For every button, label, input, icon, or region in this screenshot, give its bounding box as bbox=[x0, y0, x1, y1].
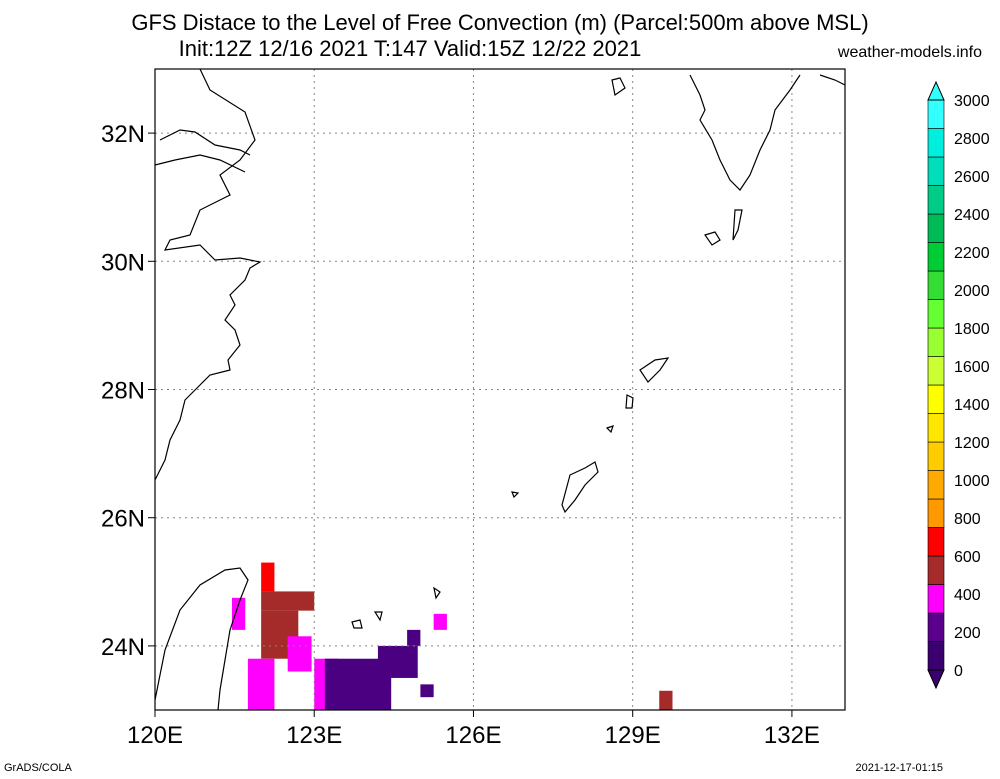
lon-tick-label: 129E bbox=[605, 722, 661, 749]
colorbar-label: 2400 bbox=[954, 207, 990, 224]
colorbar-swatch bbox=[927, 527, 945, 557]
colorbar-swatch bbox=[927, 185, 945, 215]
colorbar-swatch bbox=[927, 413, 945, 443]
colorbar-swatch bbox=[927, 242, 945, 272]
colorbar-label: 400 bbox=[954, 587, 981, 604]
map-title-line2: Init:12Z 12/16 2021 T:147 Valid:15Z 12/2… bbox=[178, 36, 642, 61]
lon-tick-label: 132E bbox=[764, 722, 820, 749]
lat-tick-label: 30N bbox=[101, 249, 145, 276]
shaded-cell bbox=[247, 658, 275, 710]
colorbar-label: 200 bbox=[954, 625, 981, 642]
colorbar-label: 600 bbox=[954, 549, 981, 566]
shaded-cell bbox=[231, 597, 246, 630]
colorbar-swatch bbox=[927, 641, 945, 671]
shaded-cell bbox=[433, 613, 447, 630]
shaded-cell bbox=[287, 636, 312, 672]
colorbar-swatch bbox=[927, 555, 945, 585]
colorbar-swatch bbox=[927, 470, 945, 500]
colorbar-label: 1000 bbox=[954, 473, 990, 490]
colorbar-swatch bbox=[927, 441, 945, 471]
colorbar-label: 1200 bbox=[954, 435, 990, 452]
colorbar-label: 2800 bbox=[954, 131, 990, 148]
coastlines bbox=[154, 68, 846, 711]
lat-tick-label: 26N bbox=[101, 506, 145, 533]
colorbar-label: 2600 bbox=[954, 169, 990, 186]
colorbar-min-arrow bbox=[927, 669, 945, 690]
colorbar-label: 2200 bbox=[954, 245, 990, 262]
shaded-field bbox=[231, 562, 673, 710]
lon-tick-label: 126E bbox=[445, 722, 501, 749]
shaded-cell bbox=[261, 562, 275, 592]
colorbar-swatch bbox=[927, 584, 945, 614]
lon-tick-label: 123E bbox=[286, 722, 342, 749]
colorbar-max-arrow bbox=[927, 80, 945, 101]
colorbar-label: 1800 bbox=[954, 321, 990, 338]
shaded-cell bbox=[407, 629, 421, 646]
colorbar-swatch bbox=[927, 128, 945, 158]
software-credit: GrADS/COLA bbox=[4, 762, 72, 774]
colorbar-label: 1600 bbox=[954, 359, 990, 376]
colorbar-swatch bbox=[927, 270, 945, 300]
colorbar-label: 3000 bbox=[954, 93, 990, 110]
colorbar-swatch bbox=[927, 327, 945, 357]
grid-lines bbox=[154, 69, 845, 710]
lat-tick-label: 28N bbox=[101, 378, 145, 405]
colorbar-swatch bbox=[927, 299, 945, 329]
shaded-cell bbox=[261, 591, 315, 611]
colorbar-swatch bbox=[927, 213, 945, 243]
colorbar-label: 800 bbox=[954, 511, 981, 528]
shaded-cell bbox=[420, 684, 434, 698]
site-credit: weather-models.info bbox=[837, 44, 982, 61]
colorbar-swatch bbox=[927, 156, 945, 186]
generated-timestamp: 2021-12-17-01:15 bbox=[855, 762, 943, 774]
colorbar-swatch bbox=[927, 612, 945, 642]
colorbar: 0 200 400 600 800 1000 1200 1400 1600 1800 2000 220… bbox=[927, 80, 990, 690]
colorbar-swatch bbox=[927, 498, 945, 528]
lon-tick-label: 120E bbox=[127, 722, 183, 749]
map-title-line1: GFS Distace to the Level of Free Convect… bbox=[131, 10, 869, 35]
colorbar-swatch bbox=[927, 356, 945, 386]
shaded-cell bbox=[659, 690, 673, 710]
colorbar-swatch bbox=[927, 384, 945, 414]
colorbar-label: 1400 bbox=[954, 397, 990, 414]
shaded-cell bbox=[377, 645, 418, 678]
colorbar-swatch bbox=[927, 99, 945, 129]
colorbar-label: 2000 bbox=[954, 283, 990, 300]
lat-tick-label: 24N bbox=[101, 634, 145, 661]
colorbar-label: 0 bbox=[954, 663, 963, 680]
lat-tick-label: 32N bbox=[101, 121, 145, 148]
